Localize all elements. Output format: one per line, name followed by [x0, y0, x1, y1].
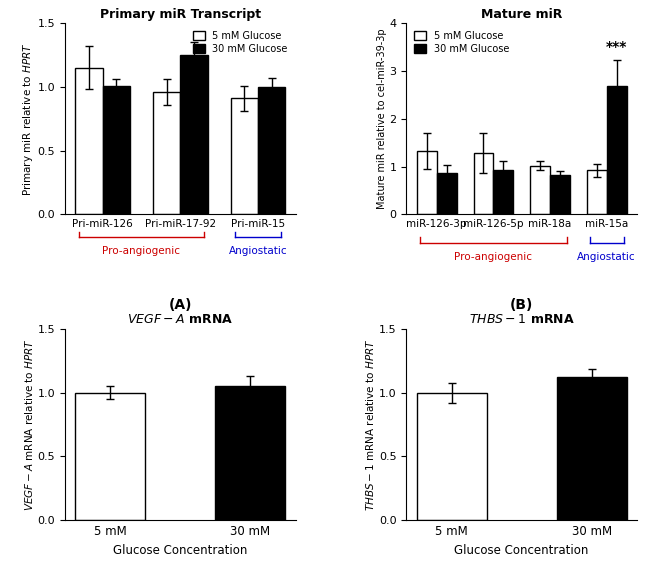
Bar	[258, 87, 285, 214]
Bar	[75, 392, 146, 520]
Text: (A): (A)	[168, 298, 192, 313]
Text: Pro-angiogenic: Pro-angiogenic	[454, 251, 532, 262]
Legend: 5 mM Glucose, 30 mM Glucose: 5 mM Glucose, 30 mM Glucose	[411, 28, 512, 57]
Bar	[437, 173, 456, 214]
Text: (B): (B)	[510, 298, 534, 313]
Bar	[75, 68, 103, 214]
Text: Pro-angiogenic: Pro-angiogenic	[103, 246, 181, 256]
Bar	[153, 92, 180, 214]
Y-axis label: $\it{VEGF-A}$ mRNA relative to $\it{HPRT}$: $\it{VEGF-A}$ mRNA relative to $\it{HPRT…	[23, 338, 35, 511]
Text: Angiostatic: Angiostatic	[577, 251, 636, 262]
Bar	[103, 86, 130, 214]
Bar	[550, 175, 570, 214]
X-axis label: Glucose Concentration: Glucose Concentration	[454, 544, 589, 557]
Title: $\it{THBS-1}$ mRNA: $\it{THBS-1}$ mRNA	[469, 313, 575, 327]
Y-axis label: $\it{THBS-1}$ mRNA relative to $\it{HPRT}$: $\it{THBS-1}$ mRNA relative to $\it{HPRT…	[364, 338, 376, 511]
Title: Primary miR Transcript: Primary miR Transcript	[99, 8, 261, 21]
Bar	[231, 98, 258, 214]
Bar	[417, 392, 487, 520]
Bar	[493, 171, 514, 214]
Bar	[556, 377, 627, 520]
Title: Mature miR: Mature miR	[481, 8, 562, 21]
X-axis label: Glucose Concentration: Glucose Concentration	[113, 544, 248, 557]
Text: ***: ***	[606, 40, 627, 54]
Bar	[587, 171, 606, 214]
Y-axis label: Primary miR relative to $\it{HPRT}$: Primary miR relative to $\it{HPRT}$	[21, 42, 35, 195]
Legend: 5 mM Glucose, 30 mM Glucose: 5 mM Glucose, 30 mM Glucose	[190, 28, 291, 57]
Bar	[606, 86, 627, 214]
Bar	[215, 386, 285, 520]
Y-axis label: Mature miR relative to cel-miR-39-3p: Mature miR relative to cel-miR-39-3p	[377, 28, 387, 209]
Title: $\it{VEGF-A}$ mRNA: $\it{VEGF-A}$ mRNA	[127, 313, 233, 327]
Bar	[473, 153, 493, 214]
Bar	[530, 165, 550, 214]
Bar	[417, 151, 437, 214]
Text: Angiostatic: Angiostatic	[229, 246, 287, 256]
Bar	[180, 55, 207, 214]
